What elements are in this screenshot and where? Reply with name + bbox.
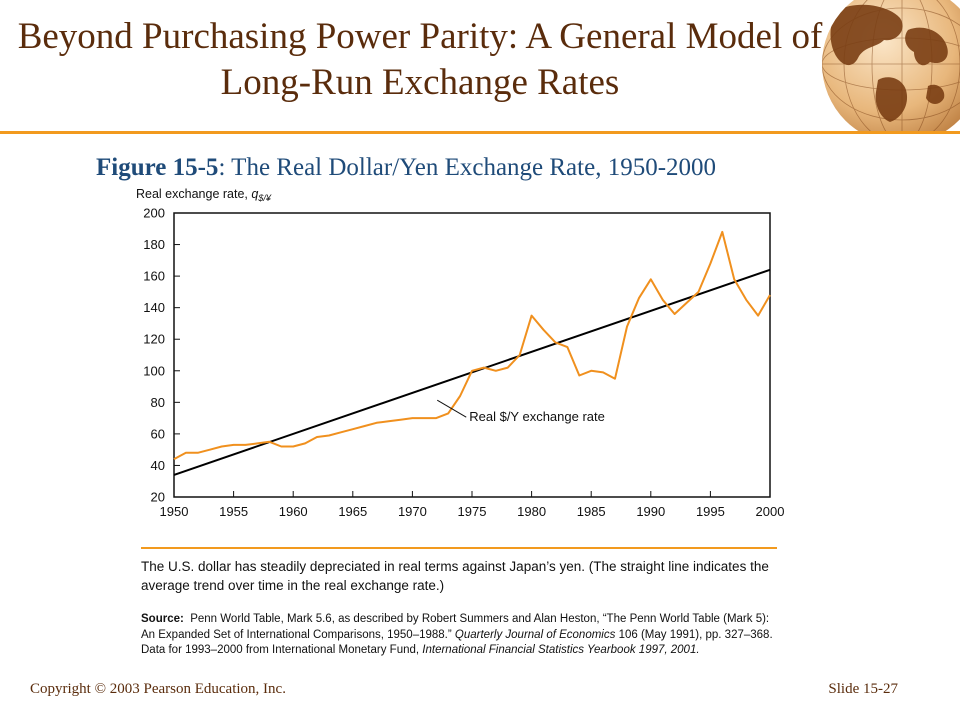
slide-number: Slide 15-27 (828, 681, 898, 697)
y-tick-label: 200 (143, 206, 165, 221)
x-tick-label: 2000 (756, 504, 785, 519)
series-layer (173, 230, 771, 476)
x-tick-label: 1975 (458, 504, 487, 519)
y-tick-label: 160 (143, 269, 165, 284)
y-tick-label: 40 (151, 458, 165, 473)
figure-title: : The Real Dollar/Yen Exchange Rate, 195… (218, 154, 717, 181)
y-axis-title: Real exchange rate, q$/¥ (136, 187, 272, 203)
x-tick-label: 1955 (219, 504, 248, 519)
y-tick-label: 60 (151, 426, 165, 441)
figure-note: The U.S. dollar has steadily depreciated… (141, 559, 769, 593)
slide-title: Beyond Purchasing Power Parity: A Genera… (17, 16, 823, 103)
x-tick-label: 1965 (338, 504, 367, 519)
y-tick-label: 80 (151, 395, 165, 410)
x-tick-label: 1995 (696, 504, 725, 519)
annotation-leader (436, 399, 467, 418)
source-yearbook: International Financial Statistics Yearb… (422, 644, 700, 656)
source-text-2: 106 (May 1991), pp. 327–368. Data for 19… (141, 628, 773, 657)
source-text-1: Penn World Table, Mark 5.6, as described… (141, 613, 770, 641)
annotation-layer: Real $/Y exchange rate (436, 399, 605, 424)
y-tick-label: 100 (143, 363, 165, 378)
figure-source: Source: Penn World Table, Mark 5.6, as d… (141, 612, 781, 659)
x-tick-label: 1990 (636, 504, 665, 519)
x-tick-label: 1950 (160, 504, 189, 519)
y-tick-label: 120 (143, 332, 165, 347)
x-tick-label: 1980 (517, 504, 546, 519)
series-line (173, 230, 771, 460)
axis-ticks: 20 40 60 80 100 120 140 160 180 200 1950 1955 1960 19… (143, 206, 784, 520)
y-tick-label: 140 (143, 300, 165, 315)
plot-frame (173, 212, 771, 498)
copyright-footer: Copyright © 2003 Pearson Education, Inc. (30, 681, 286, 697)
series-annotation: Real $/Y exchange rate (469, 409, 605, 424)
line-chart: Real exchange rate, q$/¥ 20 40 60 80 100 120 1… (136, 187, 784, 520)
x-tick-label: 1985 (577, 504, 606, 519)
x-tick-label: 1970 (398, 504, 427, 519)
y-tick-label: 20 (151, 490, 165, 505)
title-divider (0, 131, 960, 134)
y-tick-label: 180 (143, 237, 165, 252)
globe-icon (822, 0, 960, 132)
x-tick-label: 1960 (279, 504, 308, 519)
figure-caption: Figure 15-5: The Real Dollar/Yen Exchang… (96, 154, 916, 182)
caption-divider (141, 547, 777, 549)
figure-number: Figure 15-5 (96, 154, 219, 181)
source-journal: Quarterly Journal of Economics (454, 628, 616, 641)
source-label: Source: (141, 613, 184, 625)
